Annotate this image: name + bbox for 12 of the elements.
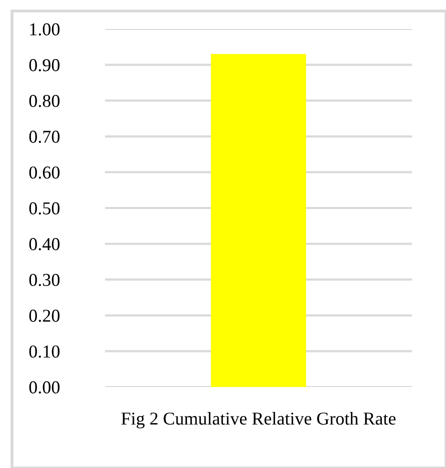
y-tick-label: 0.10 (29, 345, 60, 358)
y-tick-label: 0.70 (29, 130, 60, 143)
y-tick-label: 1.00 (30, 23, 60, 36)
x-axis-title: Fig 2 Cumulative Relative Groth Rate (121, 412, 396, 428)
y-tick-label: 0.30 (29, 274, 60, 286)
y-tick-label: 0.20 (29, 310, 60, 322)
y-tick-label: 0.50 (29, 202, 60, 215)
y-tick-label: 0.40 (29, 238, 60, 250)
y-tick-label: 0.00 (29, 381, 60, 394)
y-tick-label: 0.90 (29, 59, 60, 72)
y-tick-label: 0.60 (29, 166, 60, 179)
y-tick-label: 0.80 (29, 94, 60, 108)
